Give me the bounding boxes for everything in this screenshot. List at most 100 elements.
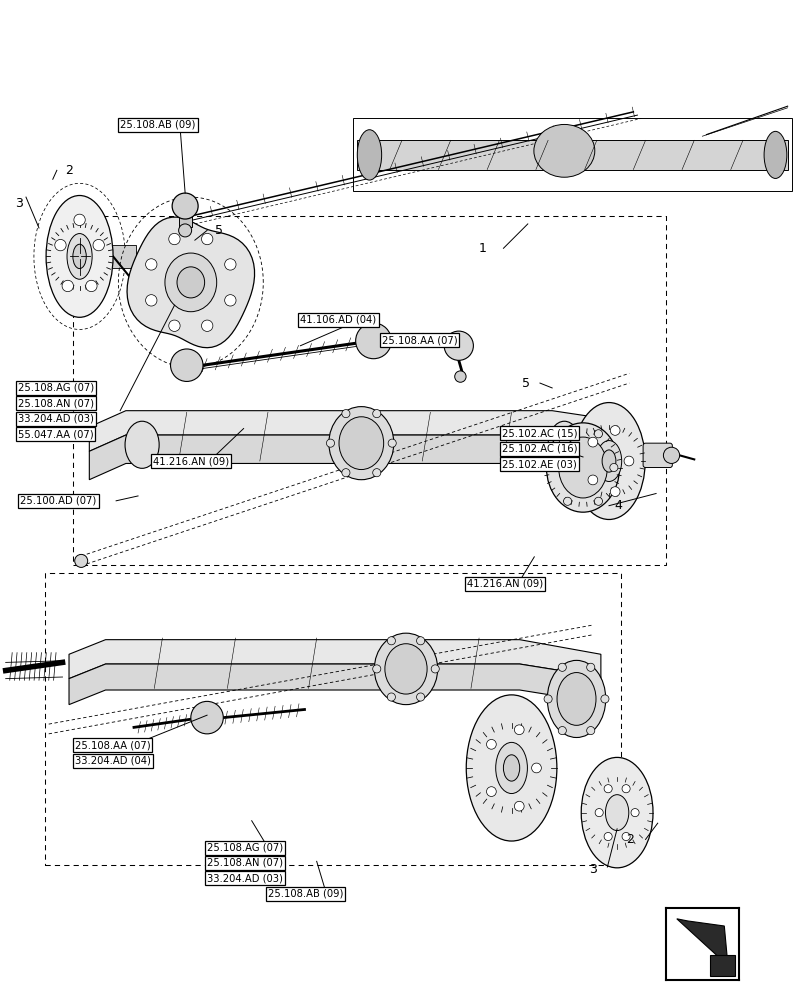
FancyBboxPatch shape: [178, 216, 191, 227]
Circle shape: [600, 695, 608, 703]
Circle shape: [594, 497, 602, 505]
Circle shape: [225, 259, 236, 270]
Ellipse shape: [503, 755, 519, 781]
Ellipse shape: [466, 695, 556, 841]
Text: 33.204.AD (04): 33.204.AD (04): [75, 756, 150, 766]
Circle shape: [610, 487, 620, 496]
Circle shape: [169, 233, 180, 245]
Circle shape: [547, 463, 556, 472]
Ellipse shape: [556, 673, 595, 725]
Text: 25.108.AB (09): 25.108.AB (09): [268, 889, 343, 899]
FancyBboxPatch shape: [642, 443, 672, 468]
Circle shape: [75, 554, 88, 567]
Text: 1: 1: [478, 242, 486, 255]
Ellipse shape: [177, 267, 204, 298]
Ellipse shape: [605, 795, 628, 831]
Circle shape: [86, 280, 97, 292]
Circle shape: [587, 475, 597, 485]
Text: 5: 5: [521, 377, 530, 390]
Circle shape: [603, 785, 611, 793]
Text: 25.102.AE (03): 25.102.AE (03): [501, 459, 576, 469]
Circle shape: [621, 785, 629, 793]
Ellipse shape: [547, 421, 580, 468]
Ellipse shape: [165, 253, 217, 312]
Polygon shape: [127, 217, 254, 348]
Circle shape: [594, 809, 603, 817]
Circle shape: [201, 233, 212, 245]
Text: 25.102.AC (15): 25.102.AC (15): [501, 428, 577, 438]
Circle shape: [563, 497, 571, 505]
Text: 3: 3: [588, 863, 596, 876]
Circle shape: [416, 637, 424, 645]
Text: 25.108.AN (07): 25.108.AN (07): [207, 858, 283, 868]
Circle shape: [191, 701, 223, 734]
Ellipse shape: [384, 644, 427, 694]
Circle shape: [594, 430, 602, 438]
Circle shape: [145, 259, 157, 270]
Ellipse shape: [558, 437, 607, 498]
Circle shape: [431, 665, 439, 673]
Text: 5: 5: [215, 224, 223, 237]
Text: 25.102.AC (16): 25.102.AC (16): [501, 444, 577, 454]
Bar: [73, 216, 665, 565]
Circle shape: [543, 695, 551, 703]
Text: 25.108.AG (07): 25.108.AG (07): [207, 843, 283, 853]
Polygon shape: [676, 919, 727, 966]
Text: 2: 2: [65, 164, 73, 177]
Circle shape: [513, 725, 523, 735]
Circle shape: [326, 439, 334, 447]
Circle shape: [93, 239, 105, 251]
Text: 25.108.AN (07): 25.108.AN (07): [18, 398, 94, 408]
Text: 4: 4: [614, 499, 622, 512]
Text: 41.216.AN (09): 41.216.AN (09): [466, 579, 543, 589]
Polygon shape: [89, 435, 633, 480]
Ellipse shape: [357, 130, 381, 180]
Text: 33.204.AD (03): 33.204.AD (03): [18, 414, 93, 424]
Ellipse shape: [595, 441, 621, 481]
Text: 25.108.AA (07): 25.108.AA (07): [381, 335, 457, 345]
Circle shape: [372, 469, 380, 477]
Circle shape: [630, 809, 638, 817]
Circle shape: [558, 727, 565, 735]
Text: 33.204.AD (03): 33.204.AD (03): [207, 873, 282, 883]
Circle shape: [416, 693, 424, 701]
Text: 25.108.AA (07): 25.108.AA (07): [75, 740, 150, 750]
Ellipse shape: [73, 244, 86, 269]
Ellipse shape: [374, 633, 437, 705]
Ellipse shape: [495, 742, 527, 794]
FancyBboxPatch shape: [111, 245, 135, 268]
Ellipse shape: [534, 124, 594, 177]
Text: 41.106.AD (04): 41.106.AD (04): [300, 315, 376, 325]
Ellipse shape: [339, 417, 384, 470]
Circle shape: [486, 739, 496, 749]
Circle shape: [663, 447, 679, 463]
Ellipse shape: [602, 450, 615, 472]
Circle shape: [587, 437, 597, 447]
Polygon shape: [69, 640, 600, 679]
Ellipse shape: [547, 660, 605, 738]
Circle shape: [355, 323, 391, 359]
Circle shape: [621, 832, 629, 841]
Ellipse shape: [67, 234, 92, 279]
Circle shape: [603, 832, 611, 841]
Circle shape: [609, 463, 617, 472]
Bar: [45, 573, 620, 865]
Circle shape: [531, 763, 541, 773]
Circle shape: [624, 456, 633, 466]
Text: 25.108.AB (09): 25.108.AB (09): [120, 120, 195, 130]
Circle shape: [563, 430, 571, 438]
Text: 3: 3: [15, 197, 24, 210]
Circle shape: [586, 727, 594, 735]
Bar: [709, 955, 735, 976]
Circle shape: [74, 214, 85, 226]
Bar: [353, 118, 791, 191]
Circle shape: [610, 426, 620, 435]
Circle shape: [454, 371, 466, 382]
Circle shape: [387, 637, 395, 645]
Circle shape: [169, 320, 180, 331]
Ellipse shape: [125, 421, 159, 468]
Text: 25.108.AG (07): 25.108.AG (07): [18, 383, 94, 393]
Circle shape: [558, 663, 566, 671]
Circle shape: [372, 665, 380, 673]
Ellipse shape: [763, 131, 786, 178]
